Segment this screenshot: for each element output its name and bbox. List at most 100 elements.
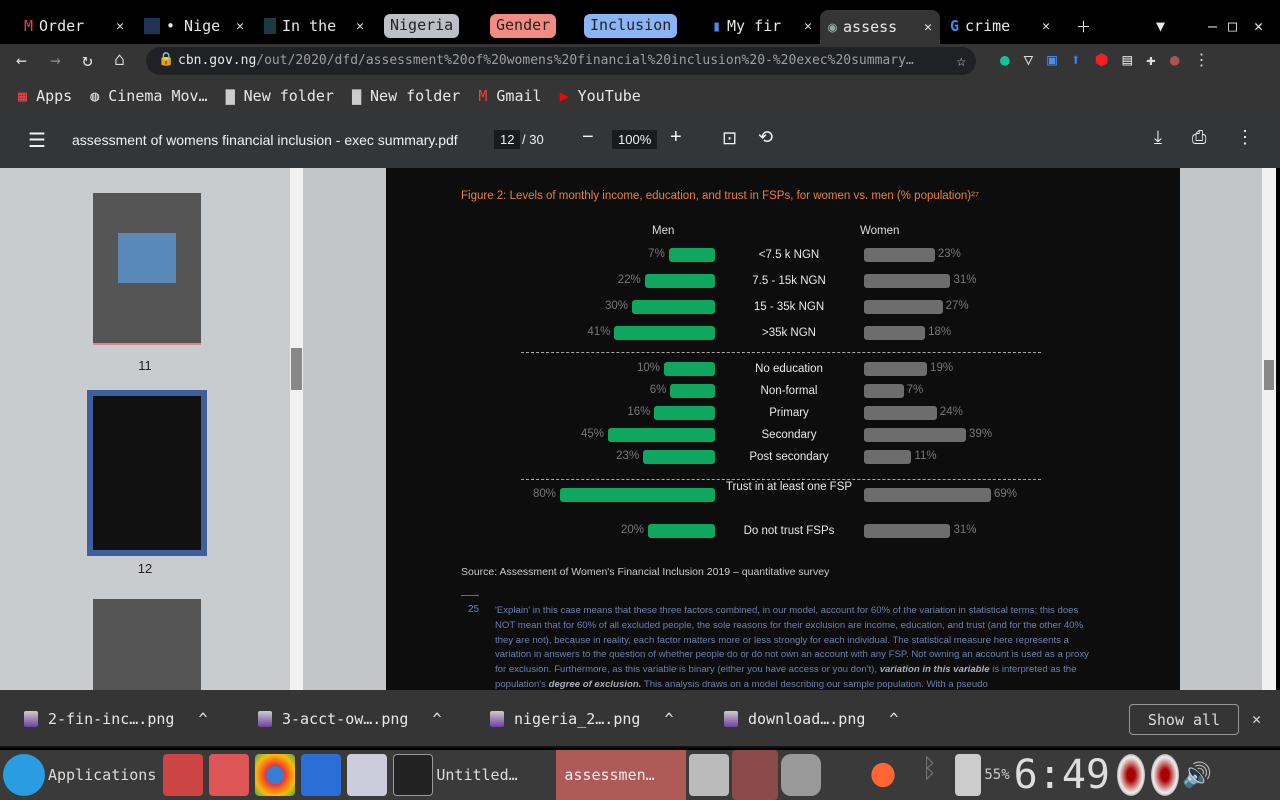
extension-icon[interactable]: ▣ bbox=[1047, 50, 1057, 69]
women-bar bbox=[864, 406, 937, 420]
category-label: >35k NGN bbox=[761, 327, 816, 339]
tab-1[interactable]: • Nige ✕ bbox=[136, 10, 252, 42]
tab-group-gender[interactable]: Gender bbox=[490, 14, 557, 38]
chevron-up-icon[interactable]: ^ bbox=[664, 710, 674, 728]
men-value: 23% bbox=[616, 450, 640, 462]
more-icon[interactable]: ⋮ bbox=[1236, 127, 1254, 147]
tab-group-nigeria[interactable]: Nigeria bbox=[384, 14, 460, 38]
volume-icon[interactable]: 🔊 bbox=[1182, 761, 1212, 789]
mixer-icon[interactable] bbox=[689, 754, 730, 796]
minimize-icon[interactable]: – bbox=[1208, 17, 1218, 35]
files-icon[interactable] bbox=[163, 754, 204, 796]
thumbnail-page-13[interactable] bbox=[93, 599, 201, 690]
pocket-icon[interactable]: ▽ bbox=[1023, 50, 1034, 69]
tab-4-active[interactable]: ◉ assess ✕ bbox=[820, 10, 940, 44]
thumbnail-sidebar: 11 12 bbox=[0, 168, 290, 690]
close-icon[interactable]: ✕ bbox=[924, 19, 932, 35]
women-bar bbox=[864, 362, 928, 376]
close-icon[interactable]: ✕ bbox=[116, 18, 124, 34]
sidebar-scrollbar[interactable] bbox=[290, 168, 303, 690]
trash-icon[interactable] bbox=[781, 754, 822, 796]
tab-search-icon[interactable]: ▼ bbox=[1156, 17, 1166, 35]
zoom-input[interactable]: 100% bbox=[612, 130, 658, 149]
download-item[interactable]: nigeria_2….png ^ bbox=[490, 710, 673, 728]
zoom-in-button[interactable]: + bbox=[670, 126, 682, 148]
pdf-toolbar: ☰ assessment of womens financial inclusi… bbox=[0, 112, 1280, 168]
women-value: 19% bbox=[930, 362, 954, 374]
close-window-icon[interactable]: ✕ bbox=[1254, 17, 1264, 35]
wps-icon[interactable] bbox=[301, 754, 342, 796]
maximize-icon[interactable]: □ bbox=[1228, 17, 1238, 35]
men-value: 45% bbox=[580, 428, 604, 440]
chevron-up-icon[interactable]: ^ bbox=[889, 710, 899, 728]
bookmark-gmail[interactable]: M Gmail bbox=[478, 87, 542, 105]
close-icon[interactable]: ✕ bbox=[1042, 18, 1050, 34]
avatar[interactable]: ● bbox=[1169, 50, 1180, 69]
fit-page-icon[interactable]: ⊡ bbox=[722, 128, 738, 148]
close-icon[interactable]: ✕ bbox=[236, 18, 244, 34]
chrome-icon[interactable] bbox=[255, 754, 296, 796]
men-bar bbox=[560, 488, 715, 502]
rotate-icon[interactable]: ⟲ bbox=[758, 127, 774, 147]
terminal-icon[interactable] bbox=[393, 754, 434, 796]
applications-menu[interactable]: Applications bbox=[48, 766, 157, 784]
close-icon[interactable]: ✕ bbox=[356, 18, 364, 34]
folder-icon[interactable] bbox=[209, 754, 250, 796]
screenshot-icon[interactable] bbox=[732, 750, 779, 800]
pdf-page: Figure 2: Levels of monthly income, educ… bbox=[386, 168, 1180, 690]
divider bbox=[521, 479, 1041, 480]
reload-icon[interactable]: ↻ bbox=[82, 50, 93, 71]
close-downloads-icon[interactable]: ✕ bbox=[1252, 710, 1262, 728]
star-icon[interactable]: ☆ bbox=[956, 51, 966, 70]
adblock-icon[interactable]: ⬢ bbox=[1094, 50, 1109, 69]
gmail-icon: M bbox=[24, 17, 34, 35]
bluetooth-icon[interactable]: ᛒ bbox=[921, 754, 938, 784]
download-item[interactable]: 2-fin-inc….png ^ bbox=[24, 710, 207, 728]
folder-icon: ▇ bbox=[351, 87, 361, 105]
taskbar-window-active[interactable]: assessmen… bbox=[556, 750, 687, 800]
image-file-icon bbox=[490, 711, 504, 727]
taskbar-window-untitled[interactable]: Untitled… bbox=[436, 766, 518, 784]
women-value: 24% bbox=[939, 406, 963, 418]
print-icon[interactable]: ⎙ bbox=[1192, 127, 1207, 147]
download-icon[interactable]: ⤓ bbox=[1154, 127, 1162, 147]
menu-icon[interactable]: ☰ bbox=[28, 130, 46, 152]
site-icon bbox=[264, 18, 276, 34]
bookmark-youtube[interactable]: ▶ YouTube bbox=[559, 87, 641, 105]
tab-2[interactable]: In the ✕ bbox=[256, 10, 372, 42]
tab-0[interactable]: M Order ✕ bbox=[24, 17, 124, 35]
grammarly-icon[interactable]: ● bbox=[1000, 50, 1010, 69]
tab-3[interactable]: ▮ My fir ✕ bbox=[712, 17, 812, 35]
page-number-input[interactable]: 12 bbox=[494, 130, 521, 149]
address-bar[interactable]: 🔒 cbn.gov.ng/out/2020/dfd/assessment%20o… bbox=[146, 47, 976, 75]
chevron-up-icon[interactable]: ^ bbox=[432, 710, 442, 728]
zoom-out-button[interactable]: − bbox=[582, 126, 594, 148]
page-scrollbar[interactable] bbox=[1262, 168, 1276, 690]
show-all-button[interactable]: Show all bbox=[1129, 704, 1239, 735]
bulb-icon[interactable] bbox=[863, 754, 904, 796]
home-icon[interactable]: ⌂ bbox=[114, 49, 125, 70]
new-tab-button[interactable]: ＋ bbox=[1076, 17, 1092, 36]
bookmark-folder[interactable]: ▇ New folder bbox=[225, 87, 334, 105]
upload-icon[interactable]: ⬆ bbox=[1070, 50, 1081, 69]
back-icon[interactable]: ← bbox=[16, 50, 27, 71]
download-item[interactable]: 3-acct-ow….png ^ bbox=[258, 710, 441, 728]
writer-icon[interactable] bbox=[347, 754, 388, 796]
bookmark-cinema[interactable]: ◍ Cinema Mov… bbox=[90, 87, 208, 105]
men-value: 41% bbox=[587, 326, 611, 338]
bookmarks-bar: ▦ Apps ◍ Cinema Mov… ▇ New folder ▇ New … bbox=[0, 80, 1280, 112]
applications-menu-icon[interactable] bbox=[3, 754, 45, 796]
forward-icon[interactable]: → bbox=[50, 50, 61, 71]
menu-icon[interactable]: ⋮ bbox=[1193, 50, 1210, 69]
puzzle-icon[interactable]: ✚ bbox=[1146, 50, 1156, 69]
extension-icon[interactable]: ▤ bbox=[1122, 50, 1133, 69]
bookmark-apps[interactable]: ▦ Apps bbox=[18, 87, 73, 105]
chevron-up-icon[interactable]: ^ bbox=[198, 710, 208, 728]
thumbnail-page-12-selected[interactable] bbox=[87, 390, 207, 556]
thumbnail-page-11[interactable] bbox=[93, 193, 201, 345]
download-item[interactable]: download….png ^ bbox=[724, 710, 898, 728]
bookmark-folder[interactable]: ▇ New folder bbox=[351, 87, 461, 105]
tab-group-inclusion[interactable]: Inclusion bbox=[584, 14, 678, 38]
close-icon[interactable]: ✕ bbox=[804, 18, 812, 34]
